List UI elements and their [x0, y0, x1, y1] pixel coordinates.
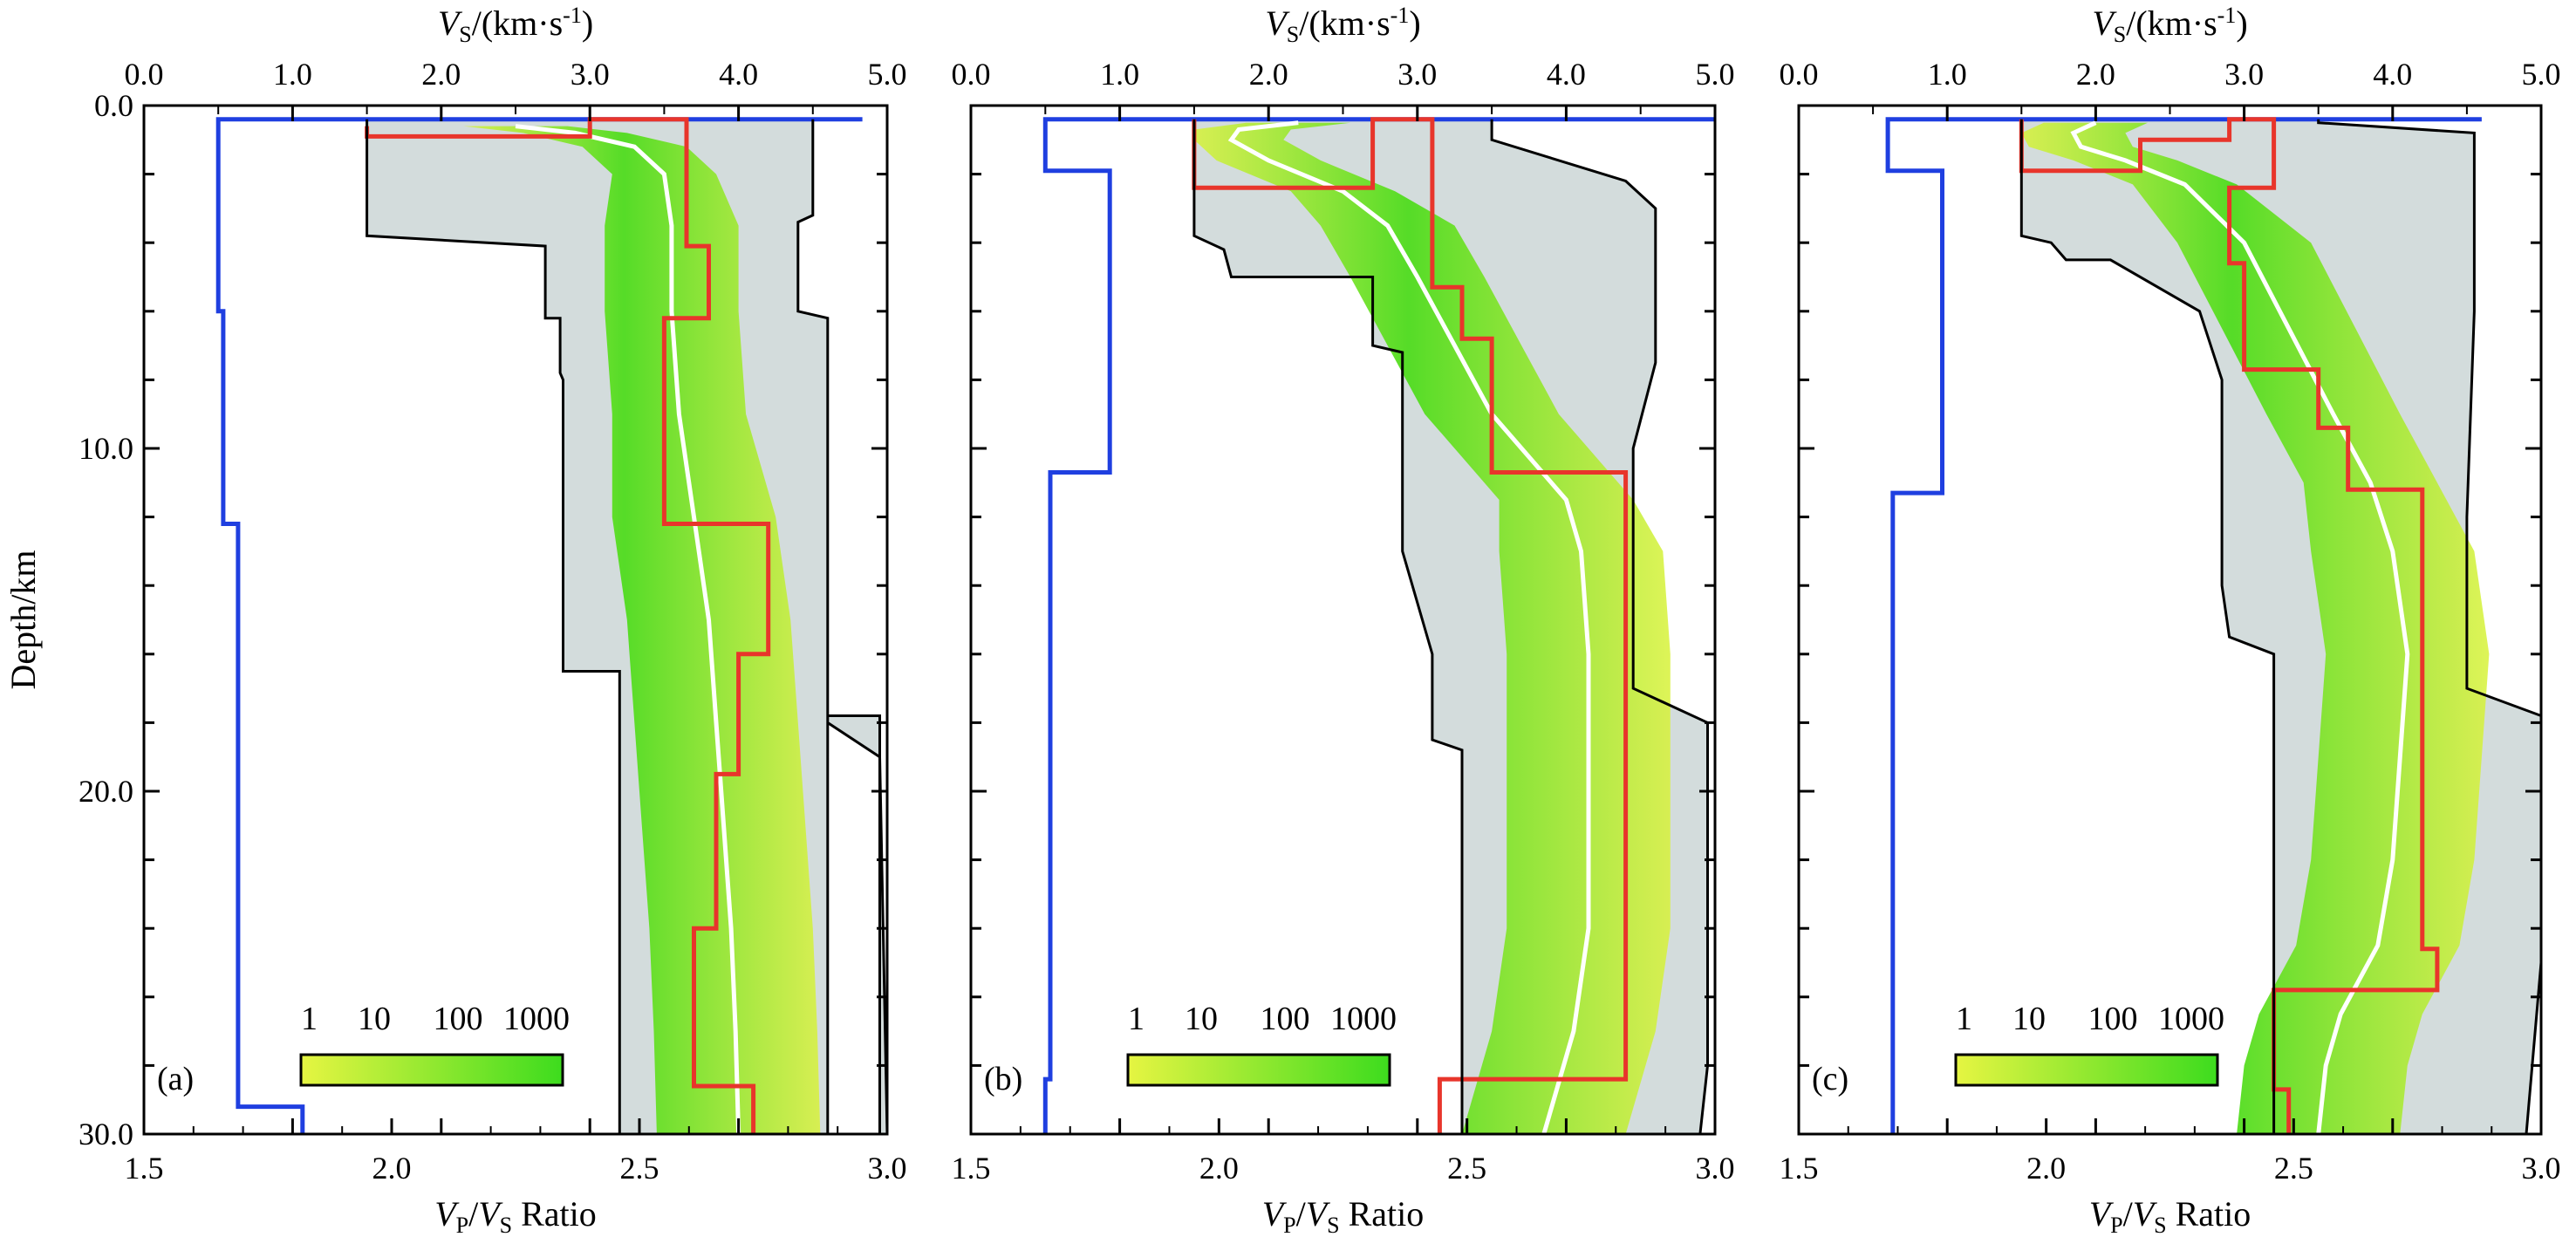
series-best-fit-vs	[1192, 117, 1629, 1134]
model-density	[463, 126, 821, 1135]
top-tick-label: 3.0	[571, 57, 610, 92]
top-axis-title: VS/(km·s-1)	[2092, 3, 2247, 47]
top-tick-label: 0.0	[125, 57, 164, 92]
bottom-tick-label: 2.0	[372, 1151, 412, 1186]
colorbar-tick-label: 10	[358, 1001, 391, 1037]
colorbar-tick-label: 100	[2088, 1001, 2138, 1037]
bottom-tick-label: 3.0	[868, 1151, 907, 1186]
series-vp-vs-ratio	[1885, 117, 2482, 1134]
top-axis-title: VS/(km·s-1)	[1265, 3, 1420, 47]
top-tick-label: 0.0	[952, 57, 991, 92]
bottom-tick-label: 2.5	[2274, 1151, 2313, 1186]
colorbar-tick-label: 1	[1128, 1001, 1145, 1037]
series-best-fit-vs	[365, 117, 771, 1134]
top-tick-label: 3.0	[2224, 57, 2264, 92]
top-tick-label: 3.0	[1397, 57, 1437, 92]
chart-panel-2: 0.0 1.0 2.0 3.0 4.0 5.0 1.5 2.0 2.5 3.0 VS/(km·s-1…	[952, 3, 1735, 1237]
series-mean-vs	[515, 124, 741, 1135]
series-vp-vs-ratio	[215, 117, 863, 1134]
series-search-bound	[1192, 119, 1709, 1136]
model-density	[1193, 122, 1671, 1135]
top-tick-label: 1.0	[1100, 57, 1139, 92]
colorbar-tick-label: 10	[1185, 1001, 1218, 1037]
bottom-tick-label: 1.5	[1780, 1151, 1819, 1186]
colorbar-tick-label: 100	[434, 1001, 483, 1037]
colorbar-tick-label: 1000	[2158, 1001, 2224, 1037]
bottom-tick-label: 1.5	[125, 1151, 164, 1186]
depth-tick-label: 0.0	[94, 88, 133, 123]
series-best-fit-vs	[2019, 117, 2440, 1134]
bottom-tick-label: 2.5	[620, 1151, 659, 1186]
series-search-bound	[366, 119, 889, 1136]
top-tick-label: 5.0	[868, 57, 907, 92]
top-tick-label: 2.0	[2076, 57, 2115, 92]
panel-label: (c)	[1812, 1061, 1848, 1097]
colorbar-tick-label: 100	[1261, 1001, 1310, 1037]
bottom-tick-label: 3.0	[2522, 1151, 2561, 1186]
colorbar-tick-label: 1	[301, 1001, 318, 1037]
top-tick-label: 1.0	[1928, 57, 1967, 92]
depth-tick-label: 30.0	[79, 1117, 133, 1152]
top-tick-label: 4.0	[719, 57, 758, 92]
top-tick-label: 5.0	[2522, 57, 2561, 92]
top-axis-title: VS/(km·s-1)	[438, 3, 593, 47]
depth-tick-label: 20.0	[79, 774, 133, 809]
colorbar-tick-label: 1000	[503, 1001, 570, 1037]
bottom-tick-label: 2.5	[1447, 1151, 1486, 1186]
colorbar	[1954, 1053, 2219, 1087]
bottom-tick-label: 1.5	[952, 1151, 991, 1186]
bottom-axis-title: VP/VS Ratio	[434, 1194, 597, 1237]
top-tick-label: 5.0	[1696, 57, 1735, 92]
chart-panel-3: 0.0 1.0 2.0 3.0 4.0 5.0 1.5 2.0 2.5 3.0 VS/(km·s-1…	[1780, 3, 2561, 1237]
depth-tick-label: 10.0	[79, 431, 133, 466]
top-tick-label: 0.0	[1780, 57, 1819, 92]
colorbar-tick-label: 10	[2012, 1001, 2046, 1037]
depth-axis-title: Depth/km	[3, 550, 43, 690]
colorbar-tick-label: 1000	[1330, 1001, 1397, 1037]
top-tick-label: 2.0	[421, 57, 461, 92]
top-tick-label: 4.0	[2373, 57, 2412, 92]
top-tick-label: 1.0	[273, 57, 312, 92]
colorbar	[299, 1053, 564, 1087]
panel-label: (a)	[157, 1061, 194, 1097]
top-tick-label: 2.0	[1249, 57, 1288, 92]
bottom-axis-title: VP/VS Ratio	[1262, 1194, 1425, 1237]
panel-label: (b)	[984, 1061, 1022, 1097]
colorbar	[1126, 1053, 1391, 1087]
top-tick-label: 4.0	[1547, 57, 1586, 92]
bottom-tick-label: 2.0	[1199, 1151, 1239, 1186]
series-search-bound	[2019, 119, 2543, 1136]
model-density	[2021, 122, 2490, 1135]
colorbar-tick-label: 1	[1956, 1001, 1972, 1037]
bottom-tick-label: 3.0	[1696, 1151, 1735, 1186]
bottom-tick-label: 2.0	[2026, 1151, 2066, 1186]
bottom-axis-title: VP/VS Ratio	[2089, 1194, 2251, 1237]
series-vp-vs-ratio	[1042, 117, 1715, 1134]
series-mean-vs	[2070, 120, 2410, 1135]
chart-panel-1: 0.0 1.0 2.0 3.0 4.0 5.0 1.5 2.0 2.5 3.0 0.0 10.0 20.…	[3, 3, 907, 1237]
